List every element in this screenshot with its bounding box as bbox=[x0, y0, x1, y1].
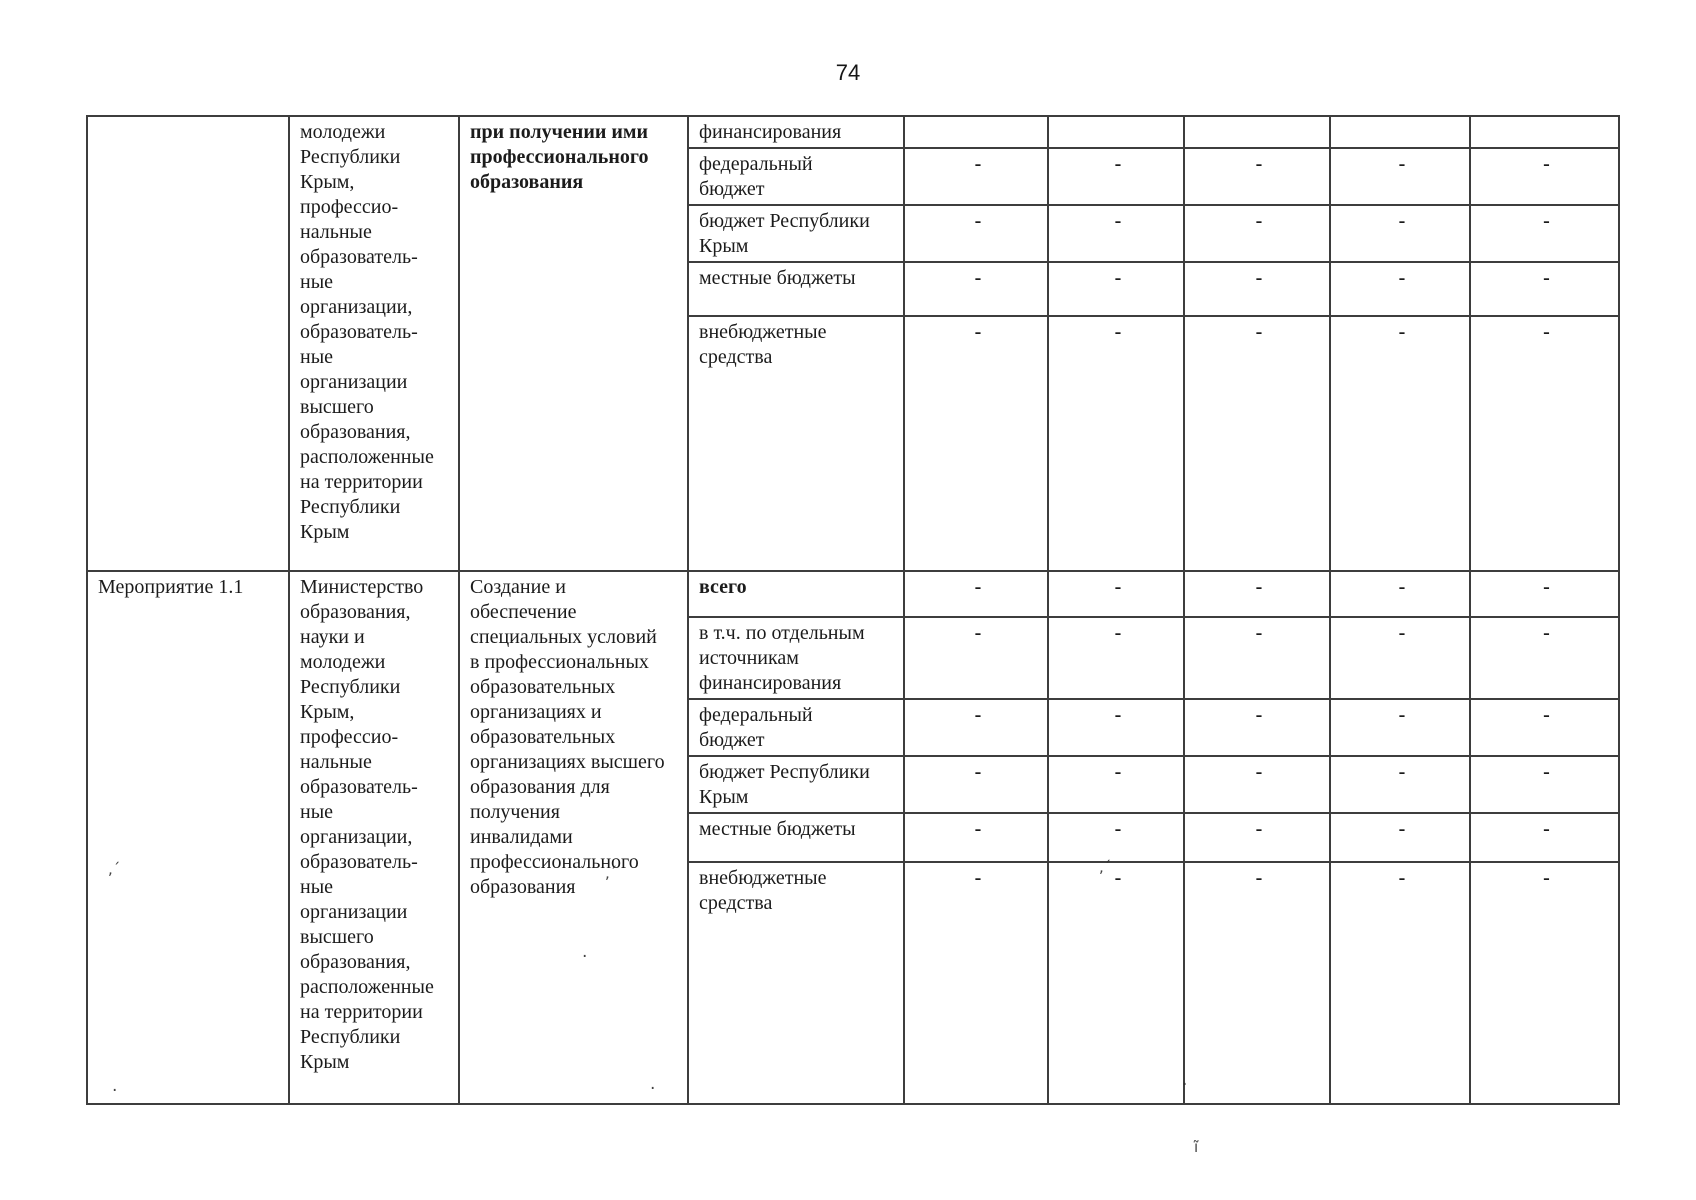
cell-funding-source: бюджет Республики Крым bbox=[687, 204, 905, 263]
table-row: молодежи Республики Крым, профессио- нал… bbox=[86, 115, 1620, 572]
cell-value: - bbox=[1047, 698, 1185, 757]
cell-value: - bbox=[1047, 204, 1185, 263]
cell-funding-source: местные бюджеты bbox=[687, 812, 905, 863]
cell-value: - bbox=[1469, 616, 1620, 700]
cell-value: - bbox=[1469, 861, 1620, 1105]
cell-value: - bbox=[1469, 570, 1620, 618]
table-row: в т.ч. по отдельным источникам финансиро… bbox=[87, 616, 1620, 700]
cell-value: - bbox=[1329, 147, 1471, 206]
cell-value: - bbox=[903, 616, 1049, 700]
cell-description: Создание и обеспечение специальных услов… bbox=[458, 570, 689, 1105]
cell-value: - bbox=[1047, 261, 1185, 317]
cell-value: - bbox=[1329, 812, 1471, 863]
scan-artifact: ,ˊ bbox=[1099, 858, 1112, 876]
cell-value: - bbox=[1329, 616, 1471, 700]
cell-value bbox=[1469, 115, 1620, 149]
cell-value: - bbox=[903, 204, 1049, 263]
cell-value: - bbox=[903, 698, 1049, 757]
cell-value: - bbox=[1329, 315, 1471, 572]
cell-funding-source: внебюджетные средства bbox=[687, 861, 905, 1105]
cell-value: - bbox=[1047, 570, 1185, 618]
scan-artifact: . bbox=[582, 942, 588, 962]
cell-description: при получении ими профессионального обра… bbox=[458, 115, 689, 572]
cell-value: - bbox=[1469, 315, 1620, 572]
table-row: внебюджетные средства - - - - - bbox=[87, 861, 1620, 1105]
table-row: внебюджетные средства - - - - - bbox=[87, 315, 1620, 572]
cell-value: - bbox=[1329, 755, 1471, 814]
cell-value: - bbox=[1469, 698, 1620, 757]
cell-value: - bbox=[903, 755, 1049, 814]
cell-funding-source: бюджет Республики Крым bbox=[687, 755, 905, 814]
cell-value: - bbox=[1329, 698, 1471, 757]
cell-value: - bbox=[1183, 315, 1331, 572]
cell-executor: молодежи Республики Крым, профессио- нал… bbox=[288, 115, 460, 572]
program-financing-table: молодежи Республики Крым, профессио- нал… bbox=[86, 115, 1620, 1105]
cell-value: - bbox=[1047, 755, 1185, 814]
scan-artifact: . bbox=[650, 1074, 656, 1094]
cell-value: - bbox=[1047, 812, 1185, 863]
cell-value: - bbox=[903, 147, 1049, 206]
cell-value: - bbox=[1183, 204, 1331, 263]
cell-value: - bbox=[903, 570, 1049, 618]
cell-value: - bbox=[1469, 755, 1620, 814]
cell-value: - bbox=[1469, 812, 1620, 863]
cell-funding-source: внебюджетные средства bbox=[687, 315, 905, 572]
table-row: местные бюджеты - - - - - bbox=[87, 261, 1620, 317]
cell-value bbox=[1183, 115, 1331, 149]
cell-value: - bbox=[1469, 147, 1620, 206]
cell-value: - bbox=[1329, 261, 1471, 317]
cell-value: - bbox=[1047, 861, 1185, 1105]
cell-funding-source-total: всего bbox=[687, 570, 905, 618]
table-row: федеральный бюджет - - - - - bbox=[87, 698, 1620, 757]
cell-activity-empty bbox=[86, 115, 290, 572]
cell-value: - bbox=[1183, 616, 1331, 700]
cell-value: - bbox=[903, 861, 1049, 1105]
cell-value: - bbox=[1329, 861, 1471, 1105]
scan-artifact: . bbox=[112, 1076, 118, 1096]
cell-executor: Министерство образования, науки и молоде… bbox=[288, 570, 460, 1105]
cell-funding-source: в т.ч. по отдельным источникам финансиро… bbox=[687, 616, 905, 700]
cell-value bbox=[903, 115, 1049, 149]
cell-funding-source: местные бюджеты bbox=[687, 261, 905, 317]
cell-value: - bbox=[1183, 698, 1331, 757]
cell-value: - bbox=[1183, 570, 1331, 618]
page-number: 74 bbox=[835, 60, 861, 85]
cell-value: - bbox=[903, 315, 1049, 572]
scan-artifact: . bbox=[1182, 1070, 1188, 1090]
table-row: федеральный бюджет - - - - - bbox=[87, 147, 1620, 206]
cell-value: - bbox=[1329, 204, 1471, 263]
table-row: бюджет Республики Крым - - - - - bbox=[87, 204, 1620, 263]
cell-value: - bbox=[1469, 204, 1620, 263]
cell-value: - bbox=[1183, 147, 1331, 206]
scan-artifact: ĩ bbox=[1194, 1138, 1199, 1156]
cell-value: - bbox=[1183, 812, 1331, 863]
table-row: Мероприятие 1.1 Министерство образования… bbox=[86, 570, 1620, 1105]
cell-value: - bbox=[903, 261, 1049, 317]
cell-funding-source: федеральный бюджет bbox=[687, 698, 905, 757]
cell-value: - bbox=[1469, 261, 1620, 317]
scan-artifact: ,ˊ bbox=[605, 864, 618, 882]
cell-funding-source: финансирования bbox=[687, 115, 905, 149]
cell-value: - bbox=[903, 812, 1049, 863]
cell-value: - bbox=[1047, 147, 1185, 206]
cell-activity-title: Мероприятие 1.1 bbox=[86, 570, 290, 1105]
cell-value: - bbox=[1183, 861, 1331, 1105]
scan-artifact: ,ˊ bbox=[108, 860, 121, 878]
cell-value: - bbox=[1329, 570, 1471, 618]
cell-value: - bbox=[1183, 261, 1331, 317]
cell-value: - bbox=[1183, 755, 1331, 814]
table-row: бюджет Республики Крым - - - - - bbox=[87, 755, 1620, 814]
cell-value: - bbox=[1047, 616, 1185, 700]
cell-value: - bbox=[1047, 315, 1185, 572]
table-row: местные бюджеты - - - - - bbox=[87, 812, 1620, 863]
cell-value bbox=[1047, 115, 1185, 149]
cell-funding-source: федеральный бюджет bbox=[687, 147, 905, 206]
cell-value bbox=[1329, 115, 1471, 149]
